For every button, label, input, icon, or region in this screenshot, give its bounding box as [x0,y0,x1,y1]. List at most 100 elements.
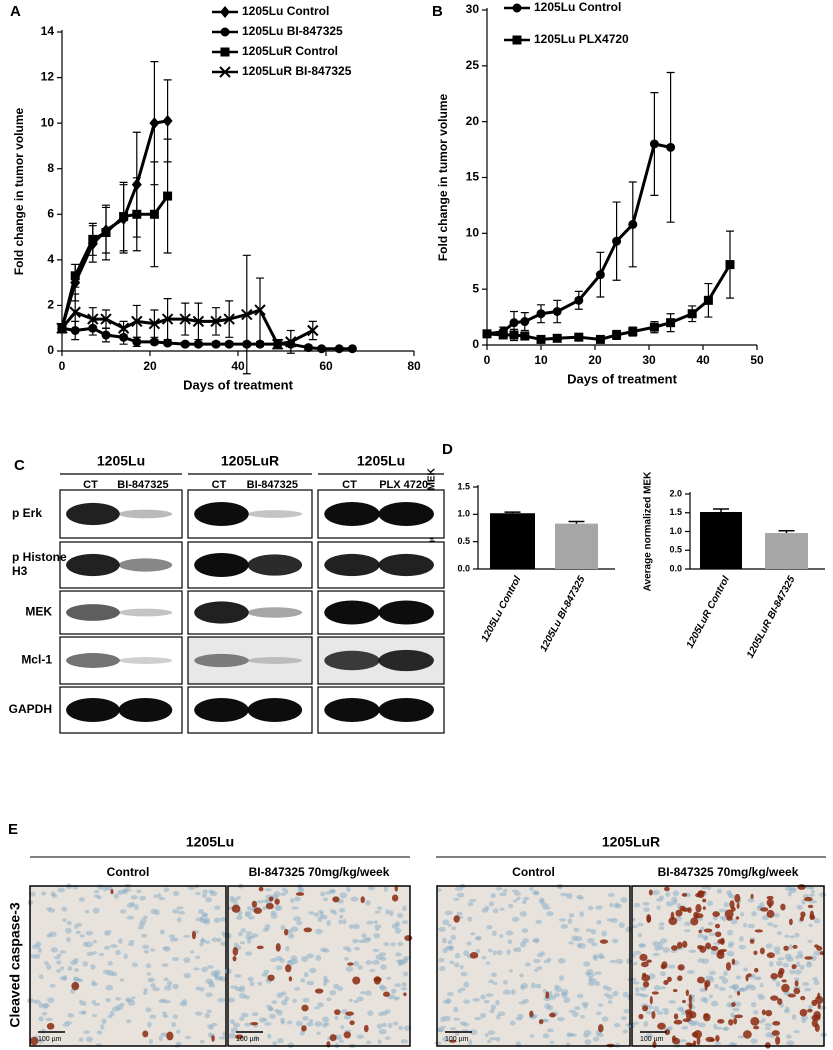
nucleus [246,906,252,911]
stain [781,979,787,983]
y-axis-label: Fold change in tumor volume [12,108,26,276]
nucleus [90,964,96,970]
nucleus [348,998,353,1003]
panel-label: A [10,3,21,20]
nucleus [683,921,692,926]
nucleus [535,919,543,925]
nucleus [381,1022,387,1028]
nucleus [245,931,253,935]
nucleus [150,983,156,988]
legend-label: 1205LuR Control [242,44,338,58]
nucleus [259,1017,266,1023]
stain [363,1024,369,1033]
blot-band [66,502,120,526]
stain [360,896,365,904]
stain [734,893,741,903]
stain [804,956,813,960]
nucleus [481,955,487,960]
x-tick-label: 20 [588,353,602,367]
nucleus [730,1012,735,1018]
nucleus [542,988,547,994]
marker [612,236,622,246]
y-axis-label: Fold change in tumor volume [436,94,450,262]
nucleus [513,892,522,896]
nucleus [205,978,214,985]
nucleus [534,983,542,989]
nucleus [176,906,184,910]
y-tick-label: 8 [47,161,54,175]
blot-band [247,607,303,618]
nucleus [640,993,649,998]
nucleus [743,967,748,972]
nucleus [456,911,463,916]
nucleus [667,964,676,969]
nucleus [353,923,360,930]
stain [731,1002,736,1007]
bar [555,523,598,569]
group-title: 1205LuR [602,834,660,850]
blot-band [247,698,303,722]
nucleus [130,895,139,900]
nucleus [389,910,394,917]
marker [132,209,142,219]
nucleus [218,975,223,981]
micrograph-frame [631,885,825,1047]
nucleus [489,1037,497,1041]
marker [69,306,81,318]
stain [726,916,733,921]
nucleus [533,937,540,944]
nucleus [519,973,524,978]
nucleus [264,923,271,930]
stain [682,999,686,1004]
nucleus [784,953,792,960]
x-tick-label: 80 [407,359,421,373]
nucleus [386,976,392,980]
nucleus [205,897,212,903]
nucleus [787,891,792,897]
nucleus [485,993,494,998]
nucleus [593,955,598,962]
stain [749,938,755,944]
nucleus [309,967,317,974]
nucleus [401,982,407,987]
nucleus [590,929,597,935]
nucleus [282,887,287,892]
nucleus [145,1007,152,1013]
nucleus [467,916,473,922]
stain [685,989,690,997]
nucleus [582,1033,589,1038]
nucleus [447,939,453,945]
nucleus [358,939,365,944]
nucleus [366,920,374,925]
nucleus [290,955,298,961]
nucleus [581,1001,589,1007]
nucleus [235,895,242,900]
nucleus [321,1016,330,1023]
nucleus [343,957,350,961]
nucleus [662,947,671,953]
nucleus [126,902,134,908]
nucleus [244,912,250,917]
nucleus [279,957,285,963]
stain [682,940,688,948]
nucleus [67,1013,75,1018]
nucleus [398,1025,404,1031]
nucleus [447,923,452,927]
nucleus [294,986,301,991]
stain [391,894,399,902]
nucleus [558,918,567,922]
stain [728,1019,734,1026]
nucleus [158,999,167,1004]
nucleus [79,934,85,938]
nucleus [732,1007,740,1012]
nucleus [86,951,94,957]
nucleus [350,896,359,902]
nucleus [234,974,242,978]
nucleus [303,971,309,978]
stain [688,994,693,1003]
nucleus [764,1023,773,1027]
nucleus [810,955,817,961]
nucleus [92,939,97,944]
blot-band [118,558,173,572]
marker [687,309,697,319]
